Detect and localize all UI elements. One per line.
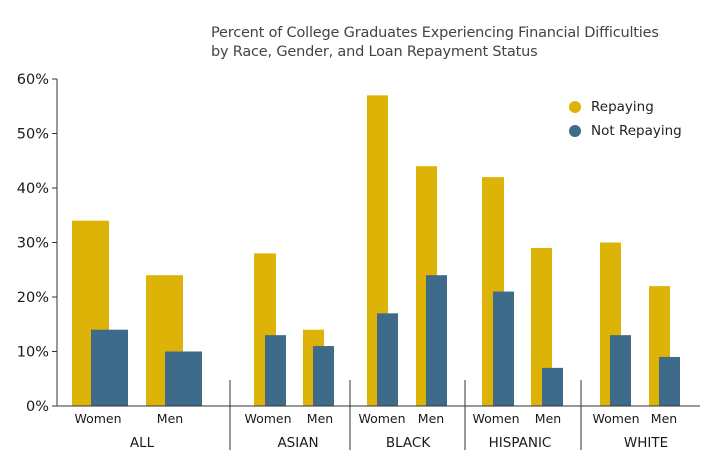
bar-not-repaying	[91, 329, 128, 406]
bar-not-repaying	[659, 356, 680, 406]
x-subgroup-label: Men	[157, 411, 183, 426]
x-subgroup-label: Men	[651, 411, 677, 426]
x-group-label: BLACK	[386, 435, 432, 451]
x-subgroup-label: Men	[418, 411, 444, 426]
legend-label-repaying: Repaying	[591, 99, 654, 115]
legend-label-not-repaying: Not Repaying	[591, 123, 682, 139]
bar-repaying	[531, 247, 552, 406]
bar-not-repaying	[426, 275, 447, 406]
x-group-label: HISPANIC	[489, 435, 552, 451]
legend-item-not-repaying: Not Repaying	[569, 119, 682, 143]
x-subgroup-label: Women	[244, 411, 291, 426]
x-group-label: ASIAN	[277, 435, 318, 451]
legend: Repaying Not Repaying	[569, 95, 682, 143]
chart-title-line-1: Percent of College Graduates Experiencin…	[211, 25, 659, 41]
x-subgroup-label: Men	[535, 411, 561, 426]
chart-title: Percent of College Graduates Experiencin…	[211, 24, 659, 62]
bar-not-repaying	[542, 367, 563, 406]
y-tick-label: 40%	[17, 181, 49, 197]
y-tick-label: 30%	[17, 236, 49, 252]
legend-item-repaying: Repaying	[569, 95, 682, 119]
y-tick-label: 10%	[17, 345, 49, 361]
y-tick-label: 50%	[17, 127, 49, 143]
x-subgroup-label: Women	[472, 411, 519, 426]
bar-not-repaying	[493, 291, 514, 406]
bar-not-repaying	[165, 351, 202, 406]
x-subgroup-label: Men	[307, 411, 333, 426]
chart-title-line-2: by Race, Gender, and Loan Repayment Stat…	[211, 44, 538, 60]
bar-not-repaying	[313, 346, 334, 406]
bar-not-repaying	[610, 335, 631, 406]
x-subgroup-label: Women	[358, 411, 405, 426]
x-group-label: ALL	[130, 435, 155, 451]
y-tick-label: 20%	[17, 290, 49, 306]
y-tick-label: 0%	[26, 399, 49, 415]
bar-not-repaying	[265, 335, 286, 406]
legend-swatch-not-repaying	[569, 125, 581, 137]
bar-not-repaying	[377, 313, 398, 406]
x-subgroup-label: Women	[74, 411, 121, 426]
x-group-label: WHITE	[624, 435, 668, 451]
legend-swatch-repaying	[569, 101, 581, 113]
x-subgroup-label: Women	[592, 411, 639, 426]
y-tick-label: 60%	[17, 72, 49, 88]
